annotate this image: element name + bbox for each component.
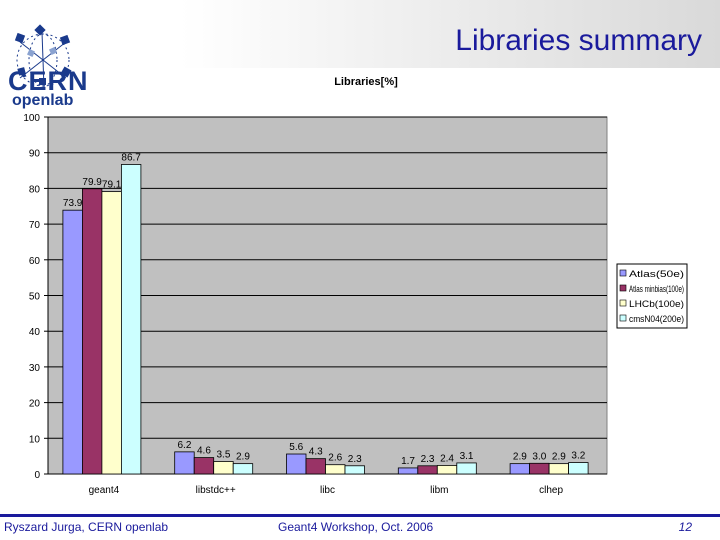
header-band <box>0 0 720 68</box>
data-label: 2.9 <box>513 452 527 463</box>
chart-title: Libraries[%] <box>334 76 398 88</box>
y-tick-label: 30 <box>29 363 41 374</box>
page-number: 12 <box>678 520 692 534</box>
data-label: 6.2 <box>177 440 191 451</box>
legend-label: Atlas minbias(100e) <box>629 284 684 294</box>
bar <box>174 451 195 475</box>
bar <box>121 164 142 475</box>
bar <box>529 462 550 475</box>
y-tick-label: 100 <box>23 113 40 124</box>
data-label: 2.6 <box>328 453 342 464</box>
data-label: 4.3 <box>309 447 323 458</box>
legend-label: cmsN04(200e) <box>629 314 684 324</box>
legend-label: LHCb(100e) <box>629 299 684 309</box>
data-label: 5.6 <box>289 442 303 453</box>
x-tick-label: clhep <box>539 485 563 496</box>
x-tick-label: libstdc++ <box>196 485 236 496</box>
legend <box>616 263 688 329</box>
data-label: 79.1 <box>102 180 122 191</box>
data-label: 4.6 <box>197 446 211 457</box>
data-label: 2.3 <box>421 454 435 465</box>
legend-swatch <box>619 284 627 292</box>
y-tick-label: 80 <box>29 184 41 195</box>
footer-event: Geant4 Workshop, Oct. 2006 <box>278 520 434 534</box>
data-label: 1.7 <box>401 456 415 467</box>
cern-globe-icon <box>14 24 72 89</box>
y-tick-label: 10 <box>29 434 41 445</box>
legend-swatch <box>619 314 627 322</box>
data-label: 3.0 <box>532 451 546 462</box>
legend-swatch <box>619 299 627 307</box>
bar <box>62 209 83 475</box>
y-tick-label: 20 <box>29 399 41 410</box>
bar <box>325 464 346 475</box>
bar <box>436 465 458 475</box>
legend-swatch <box>619 269 627 277</box>
data-label: 2.9 <box>552 452 566 463</box>
x-tick-label: geant4 <box>89 485 120 496</box>
bar <box>305 458 326 475</box>
bar <box>232 463 254 475</box>
data-label: 3.5 <box>216 450 230 461</box>
bar <box>344 465 365 475</box>
logo-name: CERN <box>8 66 89 96</box>
footer-author: Ryszard Jurga, CERN openlab <box>4 520 169 534</box>
data-label: 2.3 <box>348 454 362 465</box>
bar <box>548 463 569 475</box>
bar <box>101 191 122 475</box>
x-tick-label: libm <box>430 485 448 496</box>
data-label: 2.4 <box>440 453 454 464</box>
y-tick-label: 60 <box>29 256 41 267</box>
bar-chart: 0 10 20 30 40 50 60 70 80 90 100 73.9 79.9 79.1 86.7 ge… <box>23 76 688 496</box>
bar <box>417 465 438 475</box>
y-tick-label: 0 <box>34 470 40 481</box>
bar <box>193 457 215 475</box>
data-label: 73.9 <box>63 198 83 209</box>
y-tick-label: 40 <box>29 327 41 338</box>
data-label: 2.9 <box>236 452 250 463</box>
footer-divider <box>0 514 720 517</box>
data-label: 3.1 <box>460 451 474 462</box>
bar <box>397 467 419 475</box>
data-label: 79.9 <box>82 177 102 188</box>
bar <box>286 453 307 475</box>
data-label: 86.7 <box>121 152 141 163</box>
bar <box>568 462 589 475</box>
bar <box>82 188 103 475</box>
bar <box>213 461 234 475</box>
slide-title: Libraries summary <box>455 24 702 57</box>
logo-subtitle: openlab <box>12 92 74 109</box>
bar <box>509 463 531 475</box>
y-tick-label: 70 <box>29 220 41 231</box>
legend-label: Atlas(50e) <box>629 269 684 279</box>
data-label: 3.2 <box>571 451 585 462</box>
bar <box>456 462 477 475</box>
y-tick-label: 50 <box>29 292 41 303</box>
x-tick-label: libc <box>320 485 335 496</box>
y-tick-label: 90 <box>29 149 41 160</box>
